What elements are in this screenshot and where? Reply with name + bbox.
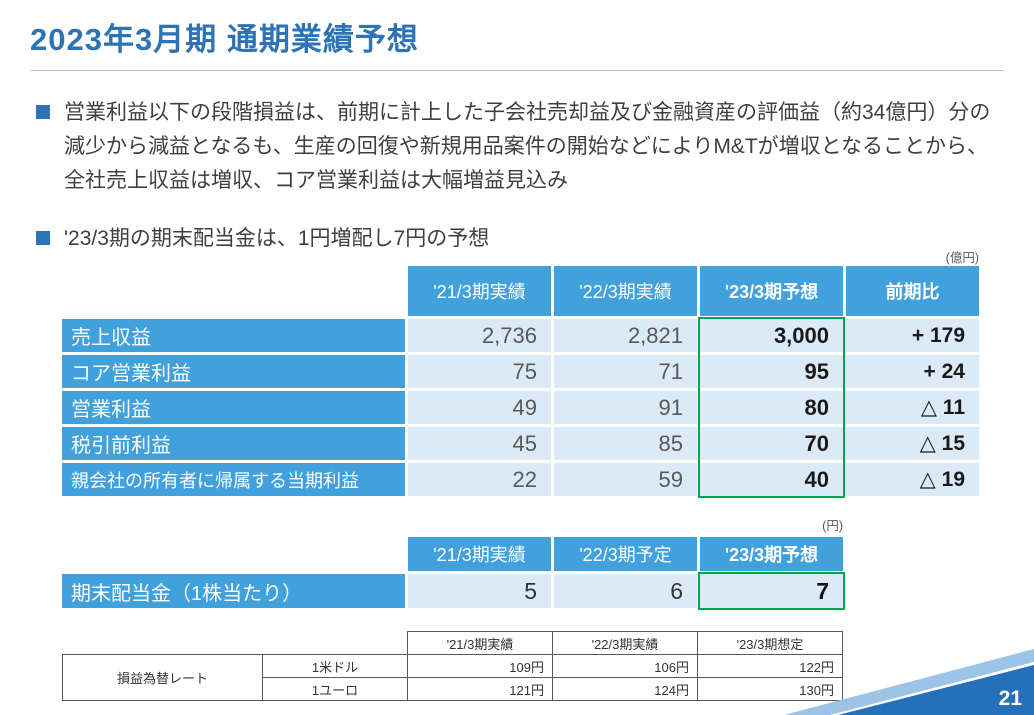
value-cell: 45 xyxy=(408,427,551,460)
col-header: '21/3期実績 xyxy=(408,266,551,316)
forecast-cell: 95 xyxy=(700,355,843,388)
value-cell: 49 xyxy=(408,391,551,424)
fx-value-cell: 122円 xyxy=(697,654,843,678)
bullet-point: '23/3期の期末配当金は、1円増配し7円の予想 xyxy=(36,222,996,256)
fx-value-cell: 130円 xyxy=(697,677,843,701)
value-cell: 91 xyxy=(554,391,697,424)
fx-group-label: 損益為替レート xyxy=(62,654,263,701)
bullet-text: '23/3期の期末配当金は、1円増配し7円の予想 xyxy=(64,227,490,250)
forecast-cell: 3,000 xyxy=(700,319,843,352)
row-label: 営業利益 xyxy=(62,391,405,424)
dividend-forecast-cell: 7 xyxy=(700,574,843,608)
fx-value-cell: 124円 xyxy=(552,677,698,701)
col-header-forecast: '23/3期予想 xyxy=(700,537,843,571)
col-header: '22/3期予定 xyxy=(554,537,697,571)
corner-ribbon-decoration xyxy=(784,649,1034,715)
row-label: 売上収益 xyxy=(62,319,405,352)
bullet-marker-icon xyxy=(36,105,50,119)
value-cell: 59 xyxy=(554,463,697,496)
value-cell: 22 xyxy=(408,463,551,496)
unit-label: (億円) xyxy=(945,251,979,265)
row-label: 期末配当金（1株当たり） xyxy=(62,574,405,608)
unit-label: (円) xyxy=(822,519,843,533)
value-cell: 2,821 xyxy=(554,319,697,352)
fx-rate-table: '21/3期実績 '22/3期実績 '23/3期想定 損益為替レート 1米ドル … xyxy=(62,631,843,701)
page-title: 2023年3月期 通期業績予想 xyxy=(30,22,419,57)
col-header: '21/3期実績 xyxy=(408,537,551,571)
forecast-cell: 40 xyxy=(700,463,843,496)
yoy-cell: △ 11 xyxy=(846,391,979,424)
fx-row-label: 1ユーロ xyxy=(262,677,408,701)
table-corner xyxy=(62,266,405,316)
col-header-yoy: 前期比 xyxy=(846,266,979,316)
page-number: 21 xyxy=(998,687,1022,710)
fx-col-header: '23/3期想定 xyxy=(697,631,843,655)
fx-col-header: '22/3期実績 xyxy=(552,631,698,655)
value-cell: 2,736 xyxy=(408,319,551,352)
table-corner xyxy=(62,537,405,571)
value-cell: 71 xyxy=(554,355,697,388)
col-header-forecast: '23/3期予想 xyxy=(700,266,843,316)
main-results-table: '21/3期実績 '22/3期実績 '23/3期予想 前期比 売上収益 2,73… xyxy=(62,266,979,496)
col-header: '22/3期実績 xyxy=(554,266,697,316)
bullet-point: 営業利益以下の段階損益は、前期に計上した子会社売却益及び金融資産の評価益（約34… xyxy=(36,96,996,198)
fx-table-spacer xyxy=(63,632,408,655)
fx-value-cell: 106円 xyxy=(552,654,698,678)
fx-value-cell: 109円 xyxy=(407,654,553,678)
value-cell: 75 xyxy=(408,355,551,388)
yoy-cell: + 24 xyxy=(846,355,979,388)
dividend-table: '21/3期実績 '22/3期予定 '23/3期予想 期末配当金（1株当たり） … xyxy=(62,537,843,608)
title-divider xyxy=(30,70,1004,71)
fx-value-cell: 121円 xyxy=(407,677,553,701)
fx-row-label: 1米ドル xyxy=(262,654,408,678)
forecast-cell: 80 xyxy=(700,391,843,424)
row-label: 親会社の所有者に帰属する当期利益 xyxy=(62,463,405,496)
forecast-cell: 70 xyxy=(700,427,843,460)
row-label: 税引前利益 xyxy=(62,427,405,460)
value-cell: 85 xyxy=(554,427,697,460)
fx-col-header: '21/3期実績 xyxy=(407,631,553,655)
yoy-cell: + 179 xyxy=(846,319,979,352)
dividend-value-cell: 6 xyxy=(554,574,697,608)
yoy-cell: △ 19 xyxy=(846,463,979,496)
dividend-value-cell: 5 xyxy=(408,574,551,608)
yoy-cell: △ 15 xyxy=(846,427,979,460)
row-label: コア営業利益 xyxy=(62,355,405,388)
bullet-marker-icon xyxy=(36,231,50,245)
bullet-text: 営業利益以下の段階損益は、前期に計上した子会社売却益及び金融資産の評価益（約34… xyxy=(64,101,991,192)
